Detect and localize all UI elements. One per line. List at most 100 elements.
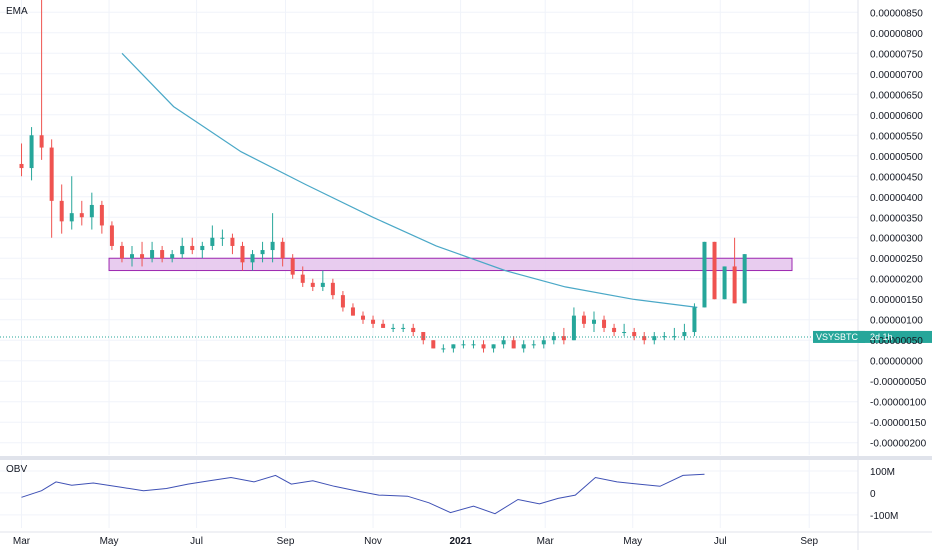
candle-body (441, 348, 446, 350)
candle-body (160, 250, 165, 259)
price-tick-label: 0.00000000 (870, 357, 923, 368)
candle-body (712, 241, 717, 300)
candle (561, 327, 566, 345)
candle (431, 340, 436, 349)
candle-body (230, 237, 235, 246)
price-tick-label: 0.00000150 (870, 295, 923, 306)
price-tick-label: 0.00000200 (870, 275, 923, 286)
price-tick-label: -0.00000100 (870, 398, 927, 409)
candle (491, 344, 496, 353)
candle (340, 291, 345, 312)
candle-body (391, 327, 396, 329)
obv-tick-label: 0 (870, 489, 876, 500)
candle-body (451, 344, 456, 349)
ema-pane-title: EMA (6, 6, 28, 17)
candle-body (401, 327, 406, 329)
candle (642, 332, 647, 345)
candle (49, 139, 54, 238)
price-tick-label: -0.00000050 (870, 377, 927, 388)
candle-body (551, 336, 556, 341)
candle-body (682, 332, 687, 337)
ema-layer (121, 52, 698, 308)
candle-body (150, 250, 155, 259)
time-tick-label: Mar (537, 536, 555, 547)
time-tick-label: Jul (190, 536, 203, 547)
support-zone-layer (108, 257, 793, 272)
time-tick-label: Jul (714, 536, 727, 547)
candle (602, 315, 607, 333)
candle-body (361, 315, 365, 320)
candle (461, 340, 466, 349)
candle (270, 213, 275, 263)
candle (702, 241, 707, 308)
candle (531, 340, 536, 349)
price-tick-label: 0.00000550 (870, 131, 923, 142)
candle-body (240, 245, 245, 263)
candle (692, 303, 697, 337)
candle-body (471, 344, 476, 346)
price-tick-label: 0.00000750 (870, 49, 923, 60)
candle (200, 241, 205, 259)
ema-line (121, 52, 698, 308)
candle (320, 270, 325, 292)
candle-body (39, 135, 44, 148)
obv-tick-label: 100M (870, 467, 895, 478)
candle-body (411, 327, 416, 333)
candle-body (421, 332, 426, 341)
support-zone (108, 257, 793, 272)
candle-body (501, 340, 506, 345)
candle-body (330, 282, 335, 296)
candle-body (571, 315, 576, 341)
candle-body (612, 327, 617, 333)
time-tick-label: Sep (800, 536, 818, 547)
candle (722, 266, 727, 300)
candle (401, 323, 406, 333)
candle-body (511, 340, 516, 349)
candle (501, 336, 506, 349)
candle (662, 332, 667, 341)
symbol-label-bg (813, 330, 865, 343)
price-tick-label: 0.00000100 (870, 316, 923, 327)
price-tick-label: -0.00000200 (870, 439, 927, 450)
candle (99, 200, 104, 234)
candle-body (19, 163, 24, 169)
price-tick-label: 0.00000700 (870, 70, 923, 81)
candle-body (210, 237, 215, 246)
price-tick-label: 0.00000800 (870, 29, 923, 40)
candle (632, 327, 637, 341)
candle-body (371, 319, 376, 324)
obv-layer (21, 473, 705, 515)
obv-pane-title: OBV (6, 464, 27, 475)
candle-body (89, 204, 94, 218)
time-tick-label: Mar (13, 536, 31, 547)
candle-body (531, 344, 536, 346)
candle-body (581, 315, 586, 324)
candle (541, 336, 546, 349)
candle (109, 221, 114, 251)
candle (571, 307, 576, 341)
candle (160, 245, 165, 263)
candle (581, 311, 586, 328)
candle (350, 303, 355, 316)
candle-body (692, 307, 697, 333)
candle-body (130, 254, 134, 259)
candle (451, 344, 456, 353)
candle (29, 127, 34, 181)
candle (330, 278, 335, 300)
candle-body (180, 245, 185, 255)
candle (712, 241, 717, 300)
candle (250, 250, 255, 271)
candle (300, 266, 305, 287)
candle-body (702, 241, 707, 308)
candle-body (642, 336, 647, 341)
price-tick-label: 0.00000850 (870, 8, 923, 19)
time-tick-label: Sep (277, 536, 295, 547)
candles-layer (19, 0, 747, 353)
candle (361, 311, 365, 324)
candle (260, 241, 265, 263)
candle-body (381, 323, 386, 328)
candle-body (672, 336, 677, 338)
candle (652, 332, 657, 345)
